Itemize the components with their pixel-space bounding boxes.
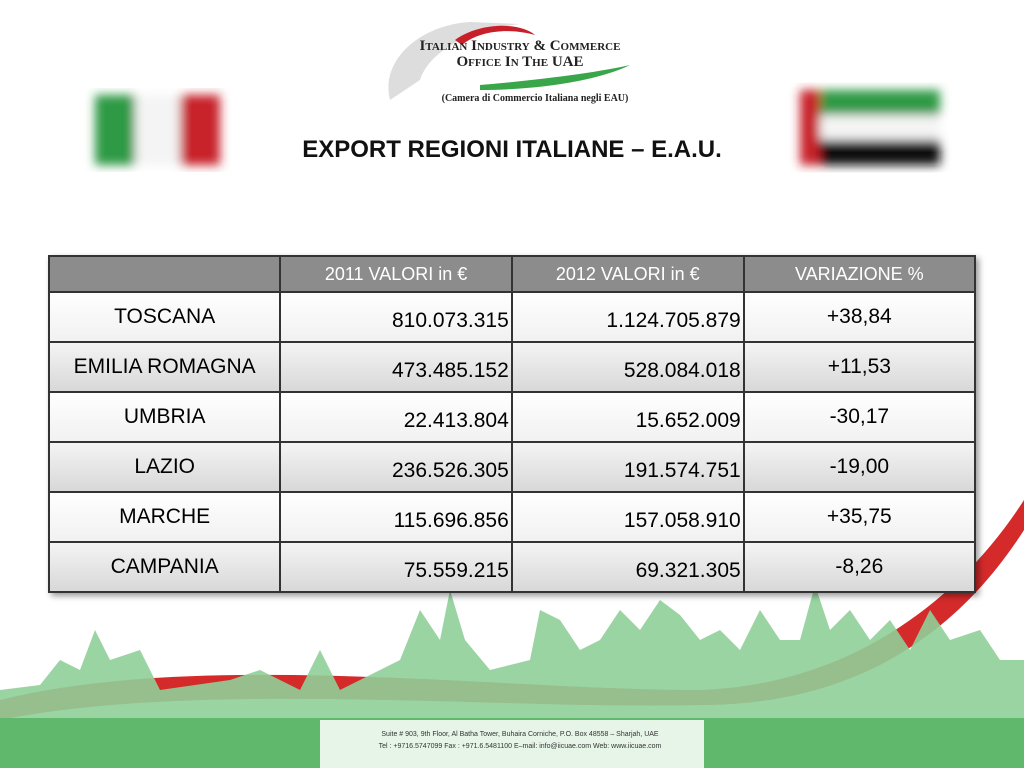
region-cell: TOSCANA: [47, 291, 282, 343]
logo-green: [480, 65, 630, 90]
value-cell: 157.058.910: [510, 491, 745, 543]
footer-contacts: Tel : +9716.5747099 Fax : +971.6.5481100…: [378, 743, 662, 750]
value-cell: +11,53: [742, 341, 977, 393]
header-row: 2011 VALORI in €2012 VALORI in € VARIAZIO…: [47, 255, 977, 293]
value-cell: 236.526.305: [279, 441, 513, 493]
region-cell: LAZIO: [47, 441, 282, 493]
header-cell: 2012 VALORI in €: [510, 255, 745, 293]
table-row: TOSCANA 810.073.315 1.124.705.879 +38,84: [47, 291, 977, 343]
region-cell: MARCHE: [47, 491, 282, 543]
export-table: 2011 VALORI in €2012 VALORI in € VARIAZIO…: [47, 255, 977, 593]
value-cell: +35,75: [742, 491, 977, 543]
value-cell: 115.696.856: [279, 491, 513, 543]
value-cell: 810.073.315: [279, 291, 513, 343]
footer-address: Suite # 903, 9th Floor, Al Batha Tower, …: [381, 731, 659, 738]
logo-line: Office In The UAE: [456, 54, 584, 70]
header-cell: VARIAZIONE %: [742, 255, 977, 293]
region-cell: CAMPANIA: [47, 541, 282, 593]
slide-title: EXPORT REGIONI ITALIANE – E.A.U.: [302, 136, 722, 163]
value-cell: 191.574.751: [510, 441, 745, 493]
logo-red: [455, 25, 535, 45]
region-cell: EMILIA ROMAGNA: [47, 341, 282, 393]
table-row: CAMPANIA 75.559.215 69.321.305 -8,26: [47, 541, 977, 593]
uae-flag: [800, 90, 940, 165]
table-row: LAZIO 236.526.305 191.574.751 -19,00: [47, 441, 977, 493]
value-cell: 22.413.804: [279, 391, 513, 443]
value-cell: +38,84: [742, 291, 977, 343]
italian-flag: [95, 95, 220, 165]
logo-line: Italian Industry & Commerce: [419, 38, 621, 54]
value-cell: 75.559.215: [279, 541, 513, 593]
footer-bg: [320, 720, 704, 768]
header-cell: [47, 255, 282, 293]
value-cell: 1.124.705.879: [510, 291, 745, 343]
value-cell: -8,26: [742, 541, 977, 593]
value-cell: 69.321.305: [510, 541, 745, 593]
header-cell: 2011 VALORI in €: [279, 255, 513, 293]
logo-subtitle: (Camera di Commercio Italiana negli EAU): [441, 93, 629, 104]
table-row: UMBRIA 22.413.804 15.652.009 -30,17: [47, 391, 977, 443]
region-cell: UMBRIA: [47, 391, 282, 443]
value-cell: 473.485.152: [279, 341, 513, 393]
value-cell: -30,17: [742, 391, 977, 443]
table-row: EMILIA ROMAGNA 473.485.152 528.084.018 +11,…: [47, 341, 977, 393]
value-cell: -19,00: [742, 441, 977, 493]
table-row: MARCHE 115.696.856 157.058.910 +35,75: [47, 491, 977, 543]
value-cell: 15.652.009: [510, 391, 745, 443]
logo-swoosh: [388, 22, 520, 100]
value-cell: 528.084.018: [510, 341, 745, 393]
